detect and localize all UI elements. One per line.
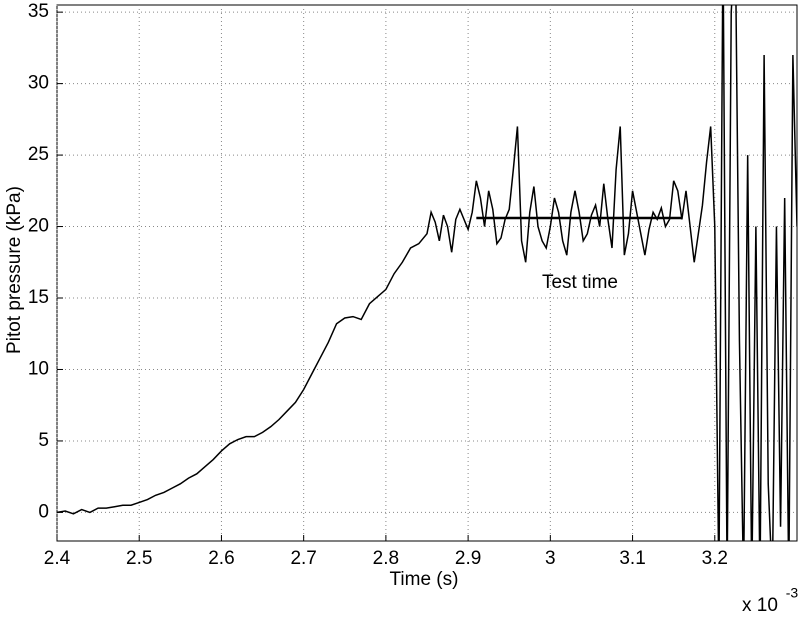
x-tick-label: 2.8 xyxy=(373,548,399,569)
x-tick-label: 2.4 xyxy=(44,548,71,569)
x-tick-label: 2.9 xyxy=(455,548,481,569)
y-tick-label: 20 xyxy=(28,216,49,237)
y-tick-label: 15 xyxy=(28,287,49,308)
y-tick-label: 10 xyxy=(28,358,49,379)
annotation-label: Test time xyxy=(542,272,618,293)
x-axis-label: Time (s) xyxy=(390,569,459,590)
x-tick-label: 2.6 xyxy=(208,548,234,569)
x-multiplier: x 10 xyxy=(742,595,778,616)
pressure-line xyxy=(57,5,797,541)
plot-area xyxy=(57,5,797,541)
plot-frame xyxy=(56,4,798,542)
y-tick-label: 25 xyxy=(28,144,49,165)
x-tick-label: 3.2 xyxy=(702,548,728,569)
x-tick-label: 3 xyxy=(545,548,556,569)
y-tick-label: 35 xyxy=(28,1,49,22)
y-axis-label: Pitot pressure (kPa) xyxy=(4,186,25,354)
x-tick-label: 2.5 xyxy=(126,548,152,569)
y-tick-label: 5 xyxy=(38,430,49,451)
x-tick-label: 2.7 xyxy=(290,548,316,569)
x-tick-label: 3.1 xyxy=(619,548,645,569)
y-tick-label: 30 xyxy=(28,73,49,94)
y-tick-label: 0 xyxy=(38,501,49,522)
x-multiplier-exponent: -3 xyxy=(786,585,799,601)
